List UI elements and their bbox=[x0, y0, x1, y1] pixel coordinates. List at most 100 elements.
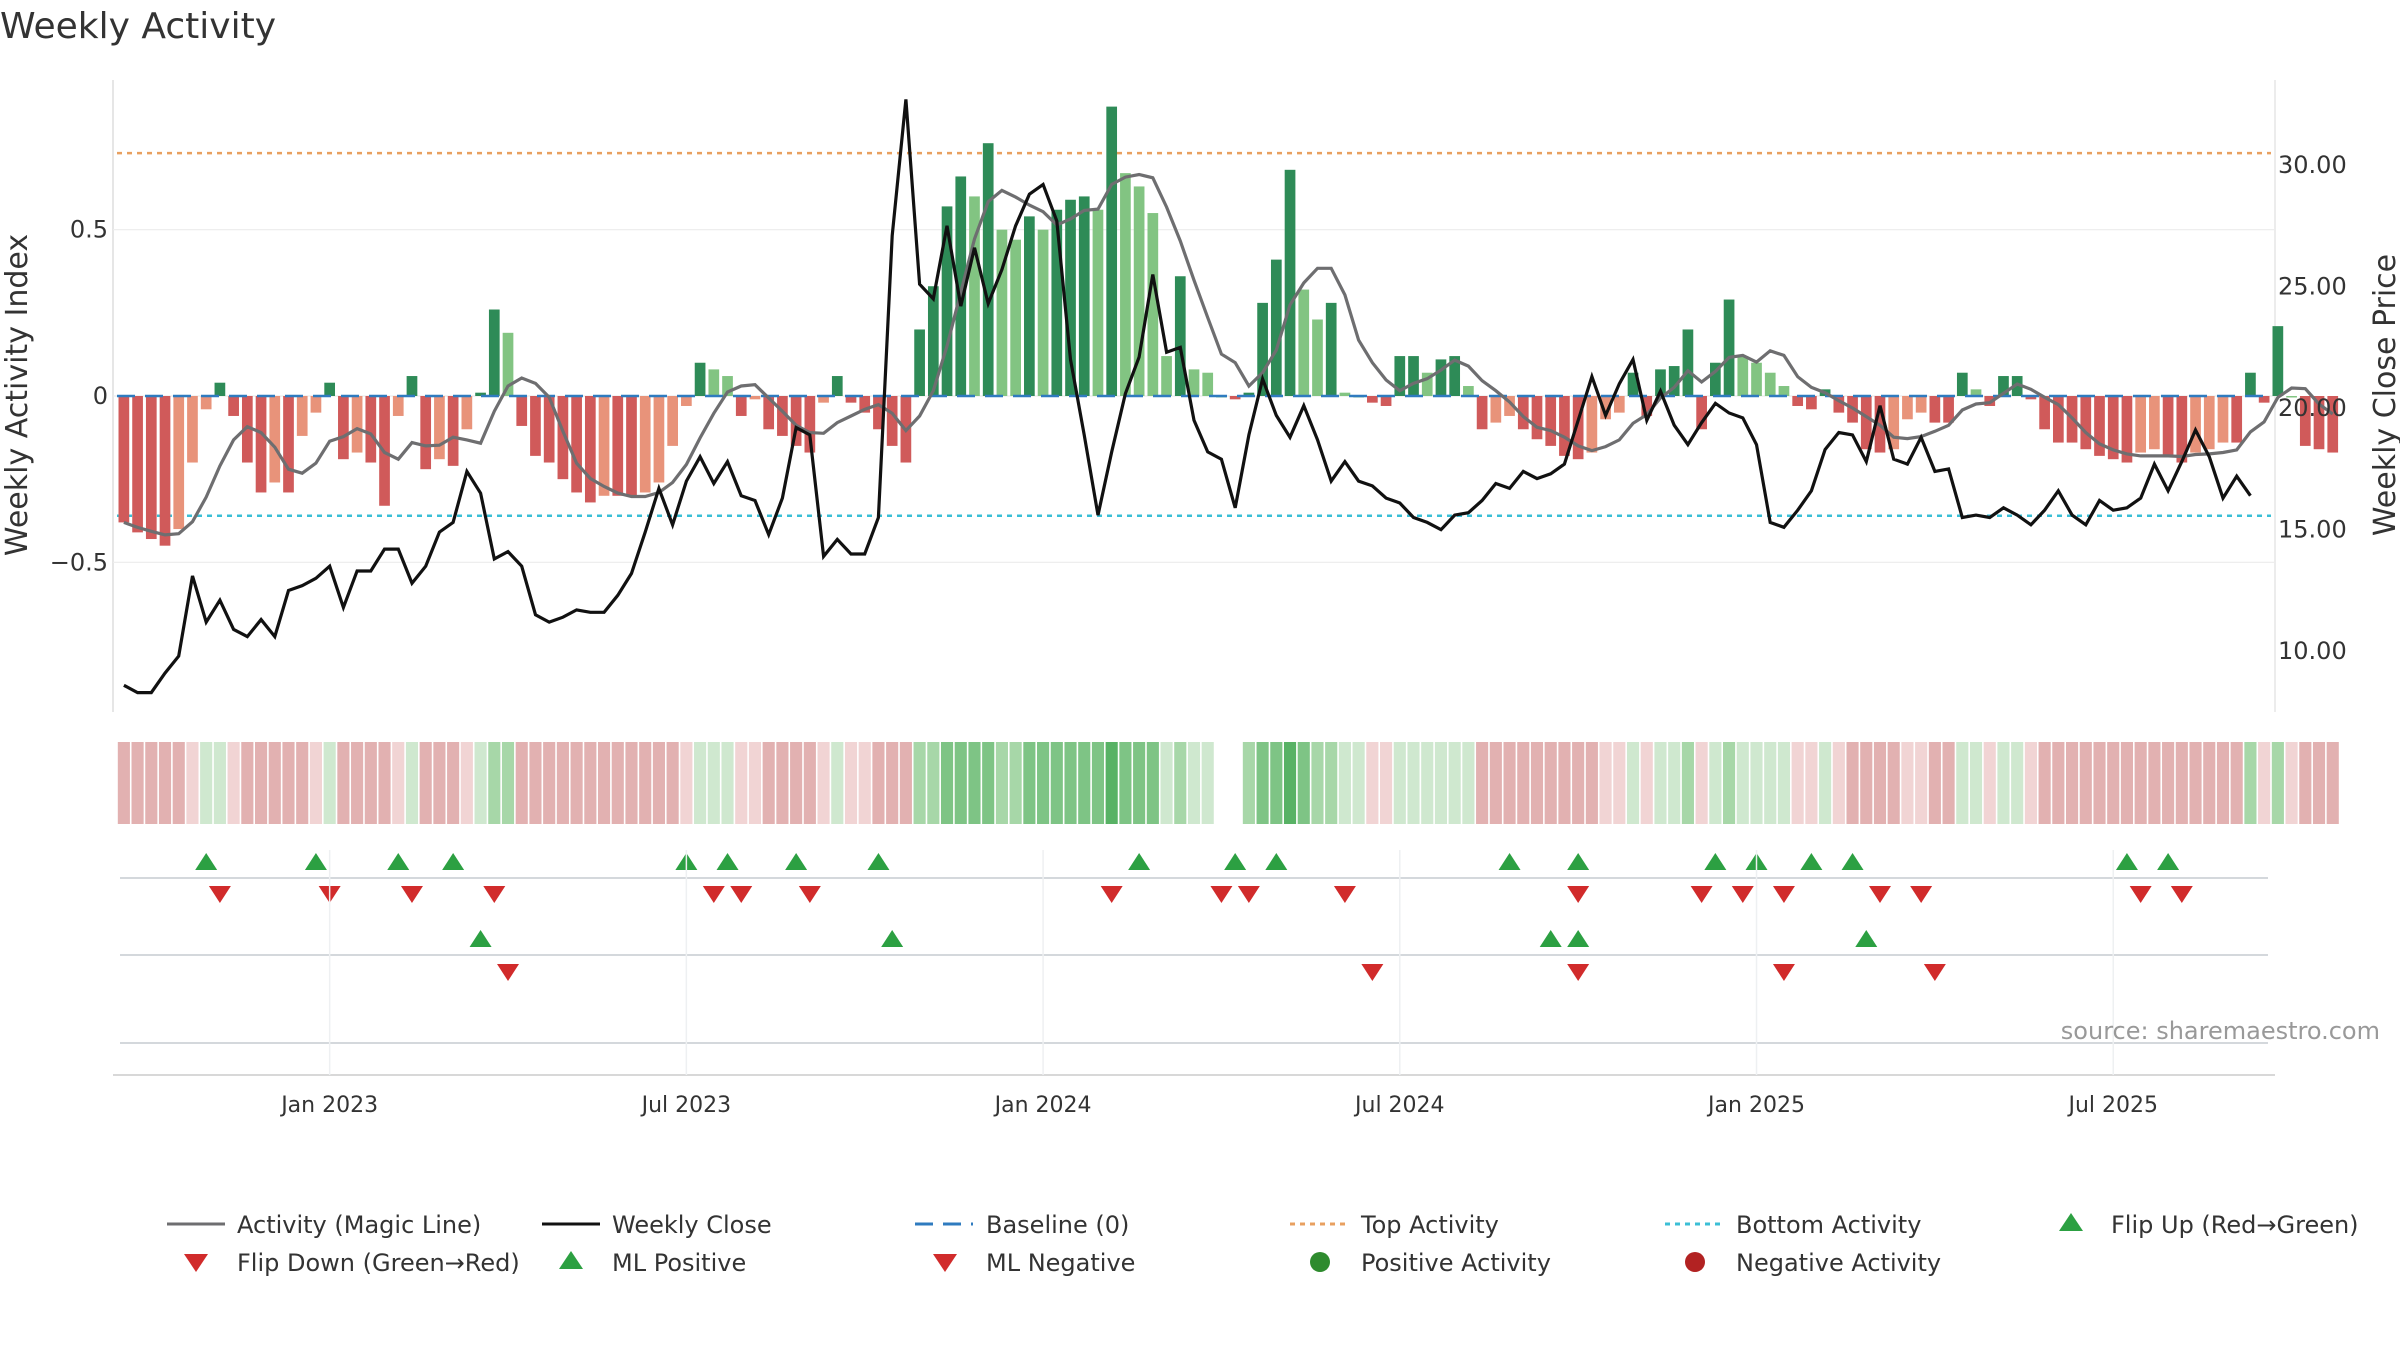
state-cell bbox=[1723, 742, 1736, 824]
activity-bar bbox=[502, 332, 514, 396]
state-cell bbox=[968, 742, 981, 824]
activity-bar bbox=[187, 396, 198, 463]
state-cell bbox=[1503, 742, 1516, 824]
flip-down-marker bbox=[2170, 886, 2193, 903]
activity-bar bbox=[1051, 209, 1063, 396]
flip-up-marker bbox=[387, 853, 410, 870]
legend-item-ml-positive[interactable]: ML Positive bbox=[559, 1249, 746, 1277]
state-cell bbox=[1009, 742, 1022, 824]
state-cell bbox=[392, 742, 405, 824]
right-tick-label: 20.00 bbox=[2278, 394, 2347, 422]
legend-item-baseline[interactable]: Baseline (0) bbox=[915, 1211, 1129, 1239]
state-cell bbox=[1037, 742, 1050, 824]
activity-bar bbox=[1764, 372, 1776, 396]
activity-bar bbox=[2231, 396, 2243, 443]
activity-bar bbox=[1065, 199, 1076, 396]
state-cell bbox=[803, 742, 816, 824]
state-cell bbox=[2162, 742, 2175, 824]
state-cell bbox=[1489, 742, 1502, 824]
activity-bar bbox=[434, 396, 445, 460]
line-series bbox=[123, 99, 2334, 695]
state-cell bbox=[2203, 742, 2216, 824]
state-cell bbox=[1928, 742, 1941, 824]
flip-down-marker bbox=[1731, 886, 1754, 903]
legend-item-flip-down[interactable]: Flip Down (Green→Red) bbox=[184, 1249, 520, 1277]
activity-bar bbox=[584, 396, 596, 503]
flip-down-marker bbox=[208, 886, 231, 903]
signal-markers bbox=[195, 853, 2193, 981]
activity-bar bbox=[681, 396, 692, 406]
activity-bar bbox=[1833, 396, 1845, 413]
state-cell bbox=[2230, 742, 2243, 824]
activity-bar bbox=[1600, 396, 1611, 420]
flip-down-marker bbox=[2129, 886, 2152, 903]
legend-item-negative-activity[interactable]: Negative Activity bbox=[1685, 1249, 1941, 1277]
state-cell bbox=[1105, 742, 1118, 824]
state-cell bbox=[872, 742, 885, 824]
state-cell bbox=[625, 742, 638, 824]
state-cell bbox=[213, 742, 226, 824]
activity-bar bbox=[2080, 396, 2092, 450]
state-cell bbox=[529, 742, 542, 824]
activity-bar bbox=[2052, 396, 2064, 443]
flip-down-marker bbox=[1910, 886, 1933, 903]
state-cell bbox=[1242, 742, 1255, 824]
left-tick-label: 0.5 bbox=[70, 216, 108, 244]
activity-bar bbox=[735, 396, 747, 416]
state-cell bbox=[1873, 742, 1887, 824]
activity-bar bbox=[2217, 396, 2229, 443]
activity-bar bbox=[1490, 396, 1502, 423]
flip-up-marker bbox=[1567, 853, 1590, 870]
activity-bar bbox=[749, 396, 761, 400]
activity-bar bbox=[1655, 369, 1666, 396]
legend-item-positive-activity[interactable]: Positive Activity bbox=[1310, 1249, 1551, 1277]
state-cell bbox=[1736, 742, 1749, 824]
activity-bar bbox=[2094, 396, 2105, 456]
legend-item-bottom-activity[interactable]: Bottom Activity bbox=[1665, 1211, 1921, 1239]
activity-bar bbox=[1970, 389, 1982, 396]
state-cell bbox=[1064, 742, 1077, 824]
activity-bar bbox=[927, 286, 939, 396]
activity-bar bbox=[2149, 396, 2160, 450]
activity-bar bbox=[351, 396, 363, 453]
state-cell bbox=[2038, 742, 2051, 824]
activity-bar bbox=[2313, 396, 2325, 450]
flip-down-marker bbox=[702, 886, 725, 903]
legend-item-ml-negative[interactable]: ML Negative bbox=[933, 1249, 1135, 1277]
activity-bar bbox=[214, 382, 226, 396]
activity-bar bbox=[2176, 396, 2188, 463]
state-cell bbox=[776, 742, 789, 824]
state-cell bbox=[1668, 742, 1681, 824]
state-cell bbox=[1517, 742, 1530, 824]
positive-activity-swatch-icon bbox=[1310, 1252, 1330, 1272]
ml-negative-marker bbox=[1772, 964, 1795, 981]
state-cell bbox=[1448, 742, 1461, 824]
legend-item-weekly-close[interactable]: Weekly Close bbox=[542, 1211, 772, 1239]
activity-bar bbox=[763, 396, 775, 430]
state-cell bbox=[2244, 742, 2257, 824]
x-tick-label: Jan 2025 bbox=[1706, 1093, 1805, 1118]
state-cell bbox=[1805, 742, 1818, 824]
activity-bar bbox=[310, 396, 322, 413]
state-cell bbox=[899, 742, 912, 824]
activity-bar bbox=[516, 396, 528, 426]
flip-up-marker bbox=[1498, 853, 1521, 870]
state-cell bbox=[1585, 742, 1598, 824]
legend-item-magic-line[interactable]: Activity (Magic Line) bbox=[167, 1211, 481, 1239]
state-cell bbox=[1681, 742, 1694, 824]
state-cell bbox=[227, 742, 240, 824]
legend-item-flip-up[interactable]: Flip Up (Red→Green) bbox=[2059, 1211, 2359, 1239]
legend-item-top-activity[interactable]: Top Activity bbox=[1290, 1211, 1499, 1239]
flip-down-marker bbox=[1237, 886, 1260, 903]
activity-bar bbox=[804, 396, 816, 453]
state-cell bbox=[323, 742, 336, 824]
ml-positive-marker bbox=[1567, 930, 1590, 947]
right-tick-label: 25.00 bbox=[2278, 273, 2347, 301]
weekly-close-series bbox=[123, 99, 2252, 695]
activity-bar bbox=[2107, 396, 2119, 460]
activity-bar bbox=[392, 396, 404, 416]
activity-bar bbox=[1641, 396, 1653, 416]
activity-bar bbox=[1133, 186, 1145, 396]
state-cell bbox=[2052, 742, 2065, 824]
activity-bar bbox=[159, 396, 171, 546]
